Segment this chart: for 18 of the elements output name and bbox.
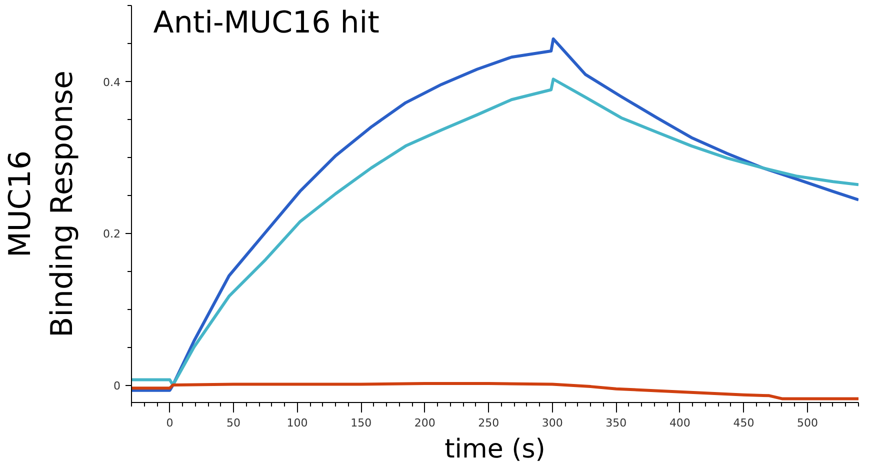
x-tick-label: 150	[350, 416, 372, 430]
x-tick-label: 500	[796, 416, 818, 430]
x-tick-label: 250	[478, 416, 500, 430]
x-tick-label: 400	[669, 416, 690, 430]
y-tick-label: 0	[114, 380, 120, 393]
x-tick-label: 350	[606, 416, 627, 430]
line-series	[132, 382, 858, 400]
x-tick-label: 50	[226, 416, 241, 430]
x-tick-label: 100	[286, 416, 308, 430]
x-axis-title: time (s)	[444, 434, 546, 464]
y-tick-label: 0.4	[103, 76, 121, 89]
y-axis-title: MUC16 Binding Response	[3, 70, 80, 338]
x-tick-label: 300	[542, 416, 563, 430]
chart-title: Anti-MUC16 hit	[153, 6, 380, 40]
x-tick-label: 200	[414, 416, 436, 430]
x-tick-label: 0	[166, 416, 174, 430]
y-tick-label: 0.2	[103, 228, 121, 241]
x-tick-label: 450	[733, 416, 754, 430]
